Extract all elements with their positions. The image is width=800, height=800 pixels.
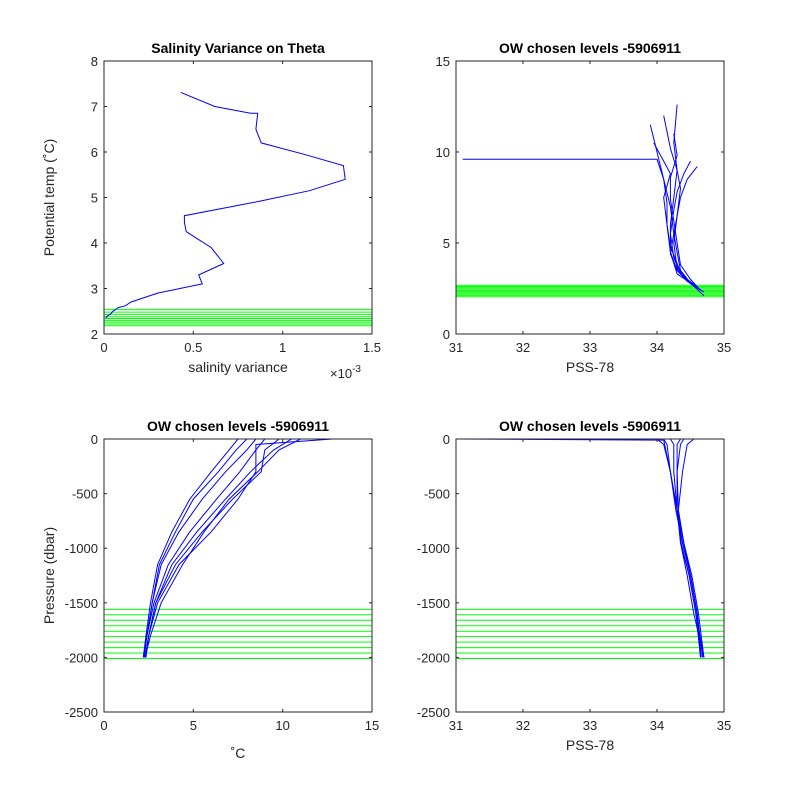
series-group bbox=[456, 439, 724, 659]
chart-title: Salinity Variance on Theta bbox=[151, 40, 325, 56]
y-tick-label: 15 bbox=[436, 54, 450, 69]
series-group bbox=[104, 91, 372, 327]
y-tick-label: 0 bbox=[443, 327, 450, 342]
x-axis-label: PSS-78 bbox=[566, 737, 614, 753]
panel-salinity-variance: 0 0.5 1 1.5 2 3 4 5 6 7 8 Salinity Variance on The… bbox=[41, 40, 381, 381]
series-line bbox=[653, 142, 705, 293]
plot-area: 31 32 33 34 35 -2500 -2000 -1500 -1000 -500 0 bbox=[417, 432, 731, 733]
x-tick-label: 34 bbox=[650, 718, 664, 733]
series-line bbox=[669, 104, 698, 289]
y-tick-label: 6 bbox=[91, 145, 98, 160]
x-axis-label: ˚C bbox=[231, 745, 246, 761]
chart-title: OW chosen levels -5906911 bbox=[499, 418, 681, 434]
chart-title: OW chosen levels -5906911 bbox=[147, 418, 329, 434]
series-group bbox=[456, 104, 724, 298]
x-tick-label: 0 bbox=[100, 718, 107, 733]
y-tick-label: -2500 bbox=[65, 705, 98, 720]
y-tick-label: -2500 bbox=[417, 705, 450, 720]
y-tick-label: 0 bbox=[91, 432, 98, 447]
y-tick-label: -1500 bbox=[417, 596, 450, 611]
series-line bbox=[145, 439, 333, 658]
series-line bbox=[676, 439, 705, 658]
panel-salinity-vs-temp: 31 32 33 34 35 0 5 10 15 OW chosen levels -59069… bbox=[436, 40, 732, 375]
series-line bbox=[142, 439, 248, 658]
y-tick-label: -1500 bbox=[65, 596, 98, 611]
y-tick-label: 5 bbox=[443, 236, 450, 251]
y-tick-label: 8 bbox=[91, 54, 98, 69]
x-tick-label: 15 bbox=[365, 718, 379, 733]
plot-area: 0 5 10 15 -2500 -2000 -1500 -1000 -500 0 bbox=[65, 432, 379, 733]
panel-temp-vs-pressure: 0 5 10 15 -2500 -2000 -1500 -1000 -500 0 OW chose… bbox=[41, 418, 379, 761]
x-axis-multiplier-exponent: -3 bbox=[352, 364, 361, 375]
series-line bbox=[105, 91, 346, 319]
x-tick-label: 31 bbox=[449, 340, 463, 355]
x-axis-label: PSS-78 bbox=[566, 359, 614, 375]
axes-frame bbox=[103, 60, 373, 335]
series-line bbox=[142, 439, 239, 658]
y-tick-label: 2 bbox=[91, 327, 98, 342]
y-tick-label: -500 bbox=[424, 487, 450, 502]
series-line bbox=[144, 439, 301, 658]
plot-area: 31 32 33 34 35 0 5 10 15 bbox=[436, 54, 732, 355]
x-tick-label: 1 bbox=[279, 340, 286, 355]
series-line bbox=[656, 439, 701, 658]
y-tick-label: -1000 bbox=[417, 541, 450, 556]
x-tick-label: 33 bbox=[583, 718, 597, 733]
x-axis-multiplier: ×10-3 bbox=[330, 364, 361, 381]
x-tick-label: 10 bbox=[275, 718, 289, 733]
y-tick-label: 10 bbox=[436, 145, 450, 160]
series-line bbox=[669, 166, 698, 289]
x-tick-label: 5 bbox=[190, 718, 197, 733]
y-tick-label: 4 bbox=[91, 236, 98, 251]
axes-frame bbox=[455, 438, 725, 713]
series-line bbox=[143, 439, 266, 658]
x-tick-label: 35 bbox=[717, 340, 731, 355]
axes-frame bbox=[103, 438, 373, 713]
chart-title: OW chosen levels -5906911 bbox=[499, 40, 681, 56]
y-tick-label: 0 bbox=[443, 432, 450, 447]
x-tick-label: 31 bbox=[449, 718, 463, 733]
y-tick-label: -500 bbox=[72, 487, 98, 502]
x-tick-label: 1.5 bbox=[363, 340, 381, 355]
y-axis-label: Pressure (dbar) bbox=[41, 527, 57, 624]
x-tick-label: 0.5 bbox=[184, 340, 202, 355]
series-line bbox=[459, 439, 701, 658]
series-line bbox=[669, 439, 702, 658]
x-tick-label: 34 bbox=[650, 340, 664, 355]
plot-area: 0 0.5 1 1.5 2 3 4 5 6 7 8 bbox=[91, 54, 381, 355]
x-tick-label: 33 bbox=[583, 340, 597, 355]
y-tick-label: -2000 bbox=[65, 650, 98, 665]
series-line bbox=[669, 133, 701, 291]
y-tick-label: 5 bbox=[91, 191, 98, 206]
y-axis-label: Potential temp (˚C) bbox=[41, 139, 57, 256]
series-line bbox=[144, 439, 280, 658]
series-line bbox=[142, 439, 257, 658]
x-tick-label: 0 bbox=[100, 340, 107, 355]
series-group bbox=[104, 439, 372, 659]
axes-frame bbox=[455, 60, 725, 335]
y-tick-label: -2000 bbox=[417, 650, 450, 665]
y-tick-label: -1000 bbox=[65, 541, 98, 556]
y-tick-label: 3 bbox=[91, 282, 98, 297]
x-tick-label: 35 bbox=[717, 718, 731, 733]
x-tick-label: 32 bbox=[516, 340, 530, 355]
panel-salinity-vs-pressure: 31 32 33 34 35 -2500 -2000 -1500 -1000 -500 0 OW c… bbox=[417, 418, 731, 753]
x-axis-label: salinity variance bbox=[188, 359, 288, 375]
x-axis-multiplier-base: ×10 bbox=[330, 366, 352, 381]
x-tick-label: 32 bbox=[516, 718, 530, 733]
y-tick-label: 7 bbox=[91, 100, 98, 115]
